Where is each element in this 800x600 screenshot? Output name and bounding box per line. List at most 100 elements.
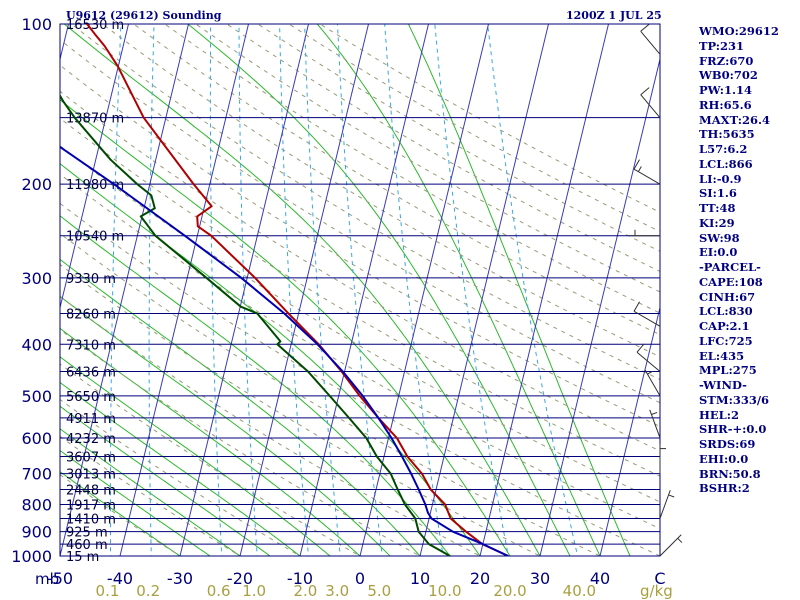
wind-barb-staff (640, 94, 661, 119)
dry-adiabat-line (133, 24, 660, 336)
dry-adiabat-line (60, 435, 241, 556)
mixing-ratio-unit-label: g/kg (640, 582, 673, 600)
index-item: MPL:275 (699, 363, 757, 378)
stability-indices-list: WMO:29612 TP:231 FRZ:670 WB0:702 PW:1.14 RH:6… (699, 24, 779, 496)
dry-adiabat-line (60, 173, 660, 530)
height-label: 13870 m (66, 112, 124, 127)
mixing-ratio-line (238, 24, 258, 556)
dewpoint-profile-line (60, 93, 451, 556)
mixing-ratio-line (109, 24, 122, 556)
mixing-ratio-line (209, 24, 223, 556)
wind-barb-staff (633, 168, 661, 185)
wind-barb (640, 87, 661, 119)
pressure-tick-labels: 100 200 300 400 500 600 700 800 900 1000 (11, 15, 52, 566)
temperature-tick-label: 30 (530, 569, 550, 588)
height-label: 4911 m (66, 412, 116, 427)
moist-adiabat-line (60, 295, 391, 556)
index-item: TP:231 (699, 38, 745, 53)
dry-adiabat-line (60, 117, 660, 477)
isotherm-line (0, 12, 11, 567)
wind-barb (640, 23, 661, 55)
index-item: EL:435 (699, 348, 745, 363)
pressure-tick-label: 400 (21, 335, 52, 354)
pressure-tick-label: 700 (21, 465, 52, 484)
mixing-ratio-tick-label: 0.6 (207, 582, 231, 600)
index-item: RH:65.6 (699, 97, 752, 112)
index-item: BSHR:2 (699, 481, 750, 496)
dry-adiabat-line (60, 202, 660, 556)
dry-adiabat-line (60, 64, 660, 428)
isotherm-line (479, 24, 610, 556)
wind-barb (636, 343, 661, 372)
index-item: SW:98 (699, 230, 740, 245)
mixing-ratio-tick-label: 10.0 (428, 582, 461, 600)
wind-barb (633, 159, 661, 185)
wind-barb (659, 534, 683, 557)
height-label: 1917 m (66, 498, 116, 513)
dry-adiabat-line (195, 24, 660, 293)
dry-adiabat-line (102, 24, 660, 358)
dry-adiabat-line (257, 24, 660, 252)
wind-barb (659, 490, 675, 519)
dry-adiabat-line (60, 39, 660, 404)
height-label: 6436 m (66, 366, 116, 381)
index-item: HEL:2 (699, 407, 739, 422)
pressure-tick-label: 600 (21, 429, 52, 448)
sounding-title: U9612 (29612) Sounding (66, 9, 222, 22)
index-item: TT:48 (699, 201, 736, 215)
index-item: WMO:29612 (699, 24, 779, 38)
sounding-time: 1200Z 1 JUL 25 (566, 9, 662, 22)
index-item: LCL:830 (699, 304, 753, 319)
isotherm-line (119, 24, 250, 556)
wind-barb (644, 369, 661, 397)
index-item: STM:333/6 (699, 392, 770, 407)
height-label: 3013 m (66, 468, 116, 483)
isotherm-line (179, 24, 310, 556)
wind-barb-flag (633, 301, 640, 312)
dry-adiabat-line (60, 263, 542, 556)
isotherm-line (239, 24, 370, 556)
mixing-ratio-line (384, 24, 444, 556)
isobars (59, 23, 661, 557)
pressure-tick-label: 100 (21, 15, 52, 34)
dry-adiabat-line (60, 145, 660, 503)
temperature-tick-label: C (654, 569, 665, 588)
isotherm-line (419, 24, 550, 556)
height-label: 2448 m (66, 484, 116, 499)
mixing-ratio-tick-label: 3.0 (325, 582, 349, 600)
dry-adiabats (60, 24, 660, 556)
mixing-ratio-tick-label: 5.0 (367, 582, 391, 600)
mixing-ratio-tick-labels: 0.1 0.2 0.6 1.0 2.0 3.0 5.0 10.0 20.0 40.0 g/kg (96, 582, 673, 600)
wind-barb-half-flag (637, 166, 642, 172)
mixing-ratio-tick-label: 0.2 (136, 582, 160, 600)
height-label: 9330 m (66, 272, 116, 287)
wind-barb-half-flag (647, 370, 653, 375)
mixing-ratio-tick-label: 2.0 (294, 582, 318, 600)
wind-barb (649, 409, 661, 439)
dry-adiabat-line (60, 363, 362, 556)
isotherm-line (60, 24, 130, 310)
pressure-tick-label: 800 (21, 495, 52, 514)
wind-barbs (630, 23, 683, 557)
moist-adiabat-line (407, 24, 631, 556)
mixing-ratio-lines (109, 24, 579, 556)
height-label: 3607 m (66, 450, 116, 465)
mixing-ratio-line (148, 24, 155, 556)
mixing-ratio-tick-label: 20.0 (493, 582, 526, 600)
index-item: WB0:702 (699, 68, 758, 83)
height-label: 925 m (66, 526, 108, 541)
temperature-tick-label: -50 (47, 569, 73, 588)
dry-adiabat-line (60, 232, 602, 556)
wind-barb-staff (659, 490, 671, 519)
index-item: SI:1.6 (699, 186, 737, 201)
wind-barb (659, 443, 666, 474)
wind-barb (630, 229, 660, 237)
isotherm-line (359, 24, 490, 556)
temperature-tick-label: -20 (227, 569, 253, 588)
height-label: 5650 m (66, 390, 116, 405)
height-label: 8260 m (66, 307, 116, 322)
wind-barb-half-flag (677, 537, 683, 543)
parcel-profile-line (60, 145, 509, 556)
